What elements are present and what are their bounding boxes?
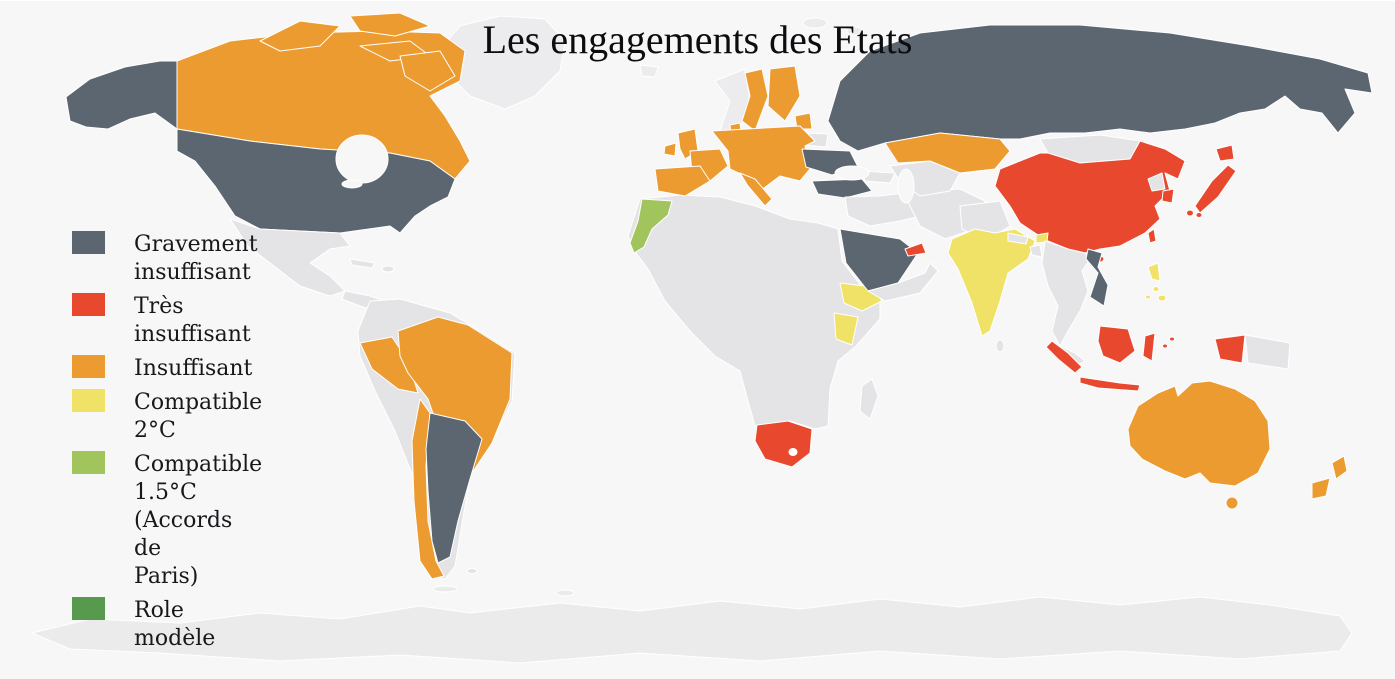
country-italy[interactable] [739,172,773,207]
country-peru[interactable] [359,336,419,394]
country-new-zealand-north[interactable] [1331,455,1348,480]
country-central-europe[interactable] [711,125,816,192]
country-japan-shikoku[interactable] [1195,212,1203,218]
compatible2-swatch [72,389,105,412]
page-title: Les engagements des Etats [482,17,913,62]
legend-item-tres: Très insuffisant [72,293,272,349]
country-philippines-visayas[interactable] [1152,286,1160,292]
antarctic-island [432,585,458,593]
country-argentina[interactable] [425,412,483,564]
legend-label: Compatible 1.5°C (Accords de Paris) [134,452,263,589]
country-north-korea[interactable] [1147,172,1166,192]
legend-label: Insuffisant [134,356,253,381]
country-svalbard2[interactable] [846,26,864,36]
legend-item-insuffisant: Insuffisant [72,355,272,383]
insuffisant-swatch [72,355,105,378]
country-greenland[interactable] [436,15,566,110]
africa[interactable] [627,194,881,432]
legend-item-role: Role modèle [72,597,272,653]
gravement-swatch [72,231,105,254]
antarctica [31,596,1353,664]
country-uae[interactable] [904,242,927,257]
hudson-bay [335,134,389,184]
country-australia[interactable] [1127,380,1271,487]
country-indonesia-moluccas[interactable] [1169,336,1175,342]
country-hispaniola[interactable] [381,265,395,273]
country-spain-portugal[interactable] [654,165,711,197]
country-alaska[interactable] [65,60,178,130]
country-south-korea[interactable] [1161,188,1175,204]
country-baltics[interactable] [794,112,813,130]
country-philippines-luzon[interactable] [1147,262,1161,282]
country-ireland[interactable] [663,142,677,157]
country-finland[interactable] [767,65,801,122]
country-japan-kyushu[interactable] [1186,209,1194,217]
country-falklands[interactable] [466,568,478,574]
country-yemen-oman[interactable] [867,262,939,302]
black-sea [834,165,870,181]
legend-label: Gravement insuffisant [134,232,258,285]
country-kenya[interactable] [833,312,859,346]
country-taiwan[interactable] [1147,228,1157,244]
country-iceland[interactable] [639,64,659,78]
country-indochina[interactable] [1041,240,1091,347]
country-madagascar[interactable] [859,378,879,420]
great-lakes [341,179,363,189]
country-canada-arctic[interactable] [259,20,341,52]
country-tasmania[interactable] [1225,496,1239,510]
legend-item-compatible15: Compatible 1.5°C (Accords de Paris) [72,451,272,591]
antarctic-island [555,589,575,597]
country-indonesia-java[interactable] [1079,376,1141,392]
tres-swatch [72,293,105,316]
country-indonesia-sulawesi[interactable] [1142,332,1156,362]
country-new-zealand-south[interactable] [1311,477,1331,500]
country-morocco[interactable] [629,198,673,254]
country-japan-hokkaido[interactable] [1215,144,1235,162]
role-swatch [72,597,105,620]
country-philippines-palawan[interactable] [1145,294,1151,300]
country-canada-baffin[interactable] [399,50,456,92]
legend-item-gravement: Gravement insuffisant [72,231,272,287]
country-russia[interactable] [827,24,1373,152]
country-indonesia-borneo[interactable] [1097,325,1136,364]
country-cuba[interactable] [349,258,376,269]
country-india[interactable] [947,228,1036,337]
country-papua-new-guinea[interactable] [1244,334,1291,370]
country-svalbard[interactable] [802,17,828,29]
country-canada-arctic[interactable] [349,12,431,37]
country-south-africa[interactable] [754,420,813,468]
country-kazakhstan[interactable] [884,132,1011,174]
country-indonesia-moluccas[interactable] [1162,343,1168,349]
country-lesotho[interactable] [788,448,798,456]
legend-label: Role modèle [134,598,216,651]
country-indonesia-sumatra[interactable] [1045,340,1083,374]
country-bangladesh[interactable] [1029,244,1043,258]
compatible15-swatch [72,451,105,474]
caspian-sea [897,168,915,204]
legend-label: Compatible 2°C [134,390,263,443]
country-mexico[interactable] [229,218,351,297]
legend: Gravement insuffisant Très insuffisant Ins… [72,231,272,659]
country-sri-lanka[interactable] [995,339,1005,353]
legend-label: Très insuffisant [134,294,251,347]
legend-item-compatible2: Compatible 2°C [72,389,272,445]
country-indonesia-papua[interactable] [1214,334,1246,364]
country-philippines-mindanao[interactable] [1157,294,1167,302]
country-nepal[interactable] [1007,232,1029,245]
country-china[interactable] [994,140,1186,254]
country-vietnam[interactable] [1085,248,1109,307]
